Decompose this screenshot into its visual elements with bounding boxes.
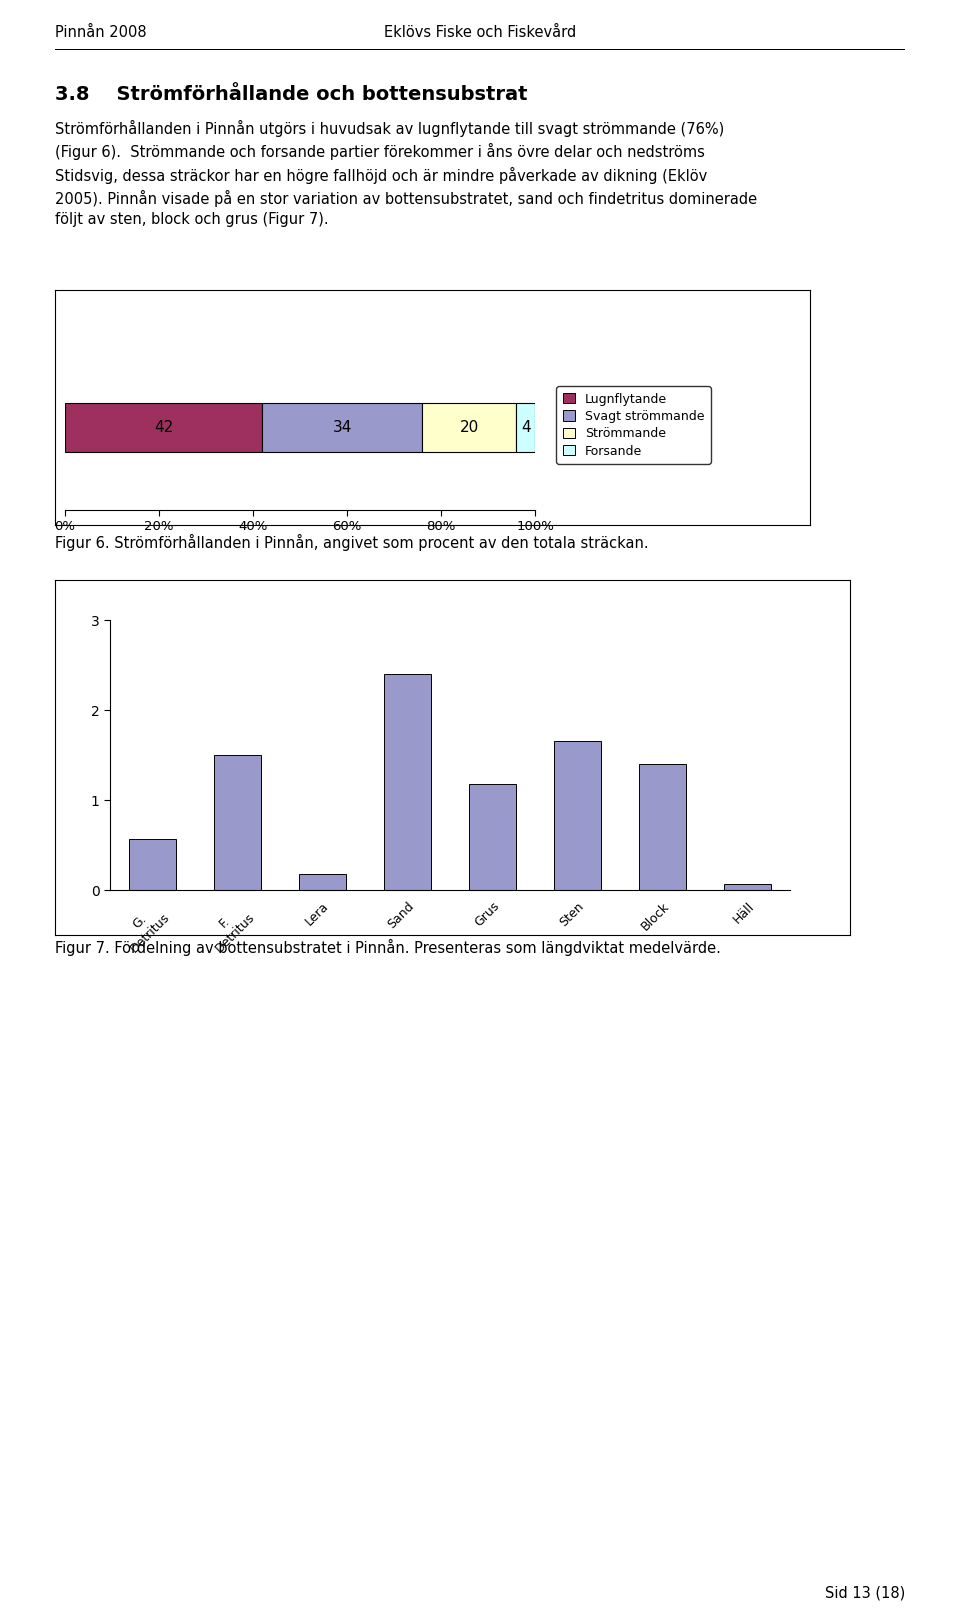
Bar	[422, 403, 516, 452]
Bar	[65, 403, 262, 452]
Text: 20: 20	[460, 419, 479, 436]
Text: 42: 42	[154, 419, 174, 436]
Bar	[639, 764, 685, 890]
Text: 34: 34	[332, 419, 352, 436]
Text: Figur 7. Fördelning av bottensubstratet i Pinnån. Presenteras som längdviktat me: Figur 7. Fördelning av bottensubstratet …	[55, 939, 721, 955]
Text: Figur 6. Strömförhållanden i Pinnån, angivet som procent av den totala sträckan.: Figur 6. Strömförhållanden i Pinnån, ang…	[55, 534, 649, 550]
Text: Pinnån 2008: Pinnån 2008	[55, 24, 147, 40]
Bar	[262, 403, 422, 452]
Bar	[300, 874, 346, 890]
Text: 3.8    Strömförhållande och bottensubstrat: 3.8 Strömförhållande och bottensubstrat	[55, 86, 527, 104]
Bar	[554, 742, 601, 890]
Text: 4: 4	[520, 419, 531, 436]
Text: Eklövs Fiske och Fiskevård: Eklövs Fiske och Fiskevård	[384, 24, 576, 40]
Text: Strömförhållanden i Pinnån utgörs i huvudsak av lugnflytande till svagt strömman: Strömförhållanden i Pinnån utgörs i huvu…	[55, 120, 757, 227]
Bar	[384, 674, 431, 890]
Bar	[724, 884, 771, 890]
Bar	[469, 784, 516, 890]
Bar	[214, 754, 261, 890]
Text: Sid 13 (18): Sid 13 (18)	[825, 1585, 905, 1600]
Bar	[516, 403, 535, 452]
Bar	[130, 839, 176, 890]
Legend: Lugnflytande, Svagt strömmande, Strömmande, Forsande: Lugnflytande, Svagt strömmande, Strömman…	[556, 387, 710, 465]
